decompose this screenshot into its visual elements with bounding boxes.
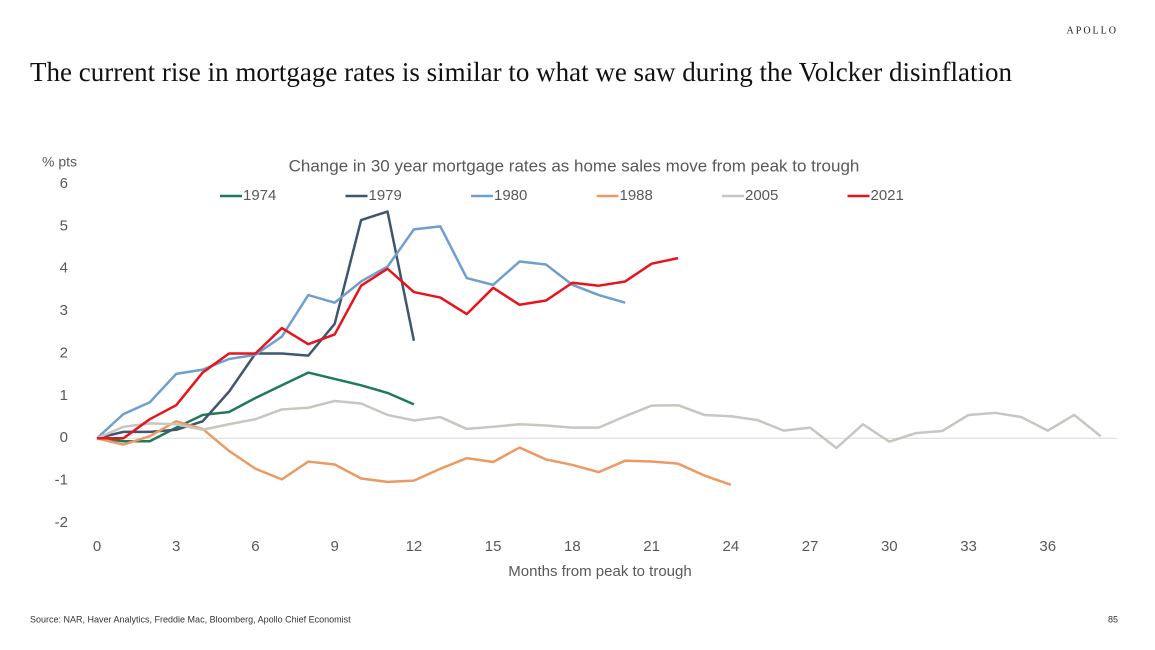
x-tick-label: 24: [723, 538, 740, 555]
slide-title: The current rise in mortgage rates is si…: [30, 57, 1013, 87]
x-tick-label: 0: [93, 538, 101, 555]
page-number: 85: [1108, 614, 1118, 624]
legend-label: 2021: [871, 187, 904, 204]
x-tick-label: 33: [960, 538, 977, 555]
x-tick-label: 15: [485, 538, 502, 555]
y-tick-label: -1: [55, 472, 68, 489]
x-tick-label: 36: [1039, 538, 1056, 555]
x-tick-label: 30: [881, 538, 898, 555]
legend-label: 2005: [745, 187, 778, 204]
legend-label: 1988: [620, 187, 653, 204]
series-line: [96, 399, 1102, 450]
x-tick-label: 3: [172, 538, 180, 555]
x-tick-label: 21: [643, 538, 660, 555]
brand: APOLLO: [1067, 25, 1118, 36]
x-tick-label: 9: [331, 538, 339, 555]
legend-label: 1974: [243, 187, 276, 204]
legend-label: 1980: [494, 187, 527, 204]
y-tick-label: 2: [60, 344, 68, 361]
y-tick-label: 1: [60, 387, 68, 404]
series-line: [97, 256, 679, 440]
x-tick-label: 27: [802, 538, 819, 555]
source: Source: NAR, Haver Analytics, Freddie Ma…: [30, 614, 351, 624]
series-line: [96, 225, 626, 440]
y-axis-label: % pts: [42, 154, 77, 170]
series-line: [96, 420, 732, 487]
y-tick-label: 5: [60, 217, 68, 234]
y-tick-label: 0: [60, 429, 68, 446]
y-tick-label: -2: [55, 514, 68, 531]
x-axis-label: Months from peak to trough: [508, 563, 691, 580]
y-tick-label: 3: [60, 302, 68, 319]
series-line: [96, 371, 415, 443]
x-tick-label: 18: [564, 538, 581, 555]
y-tick-label: 6: [60, 175, 68, 192]
legend-label: 1979: [369, 187, 402, 204]
y-tick-label: 4: [60, 260, 68, 277]
chart-title: Change in 30 year mortgage rates as home…: [289, 156, 860, 175]
x-tick-label: 6: [251, 538, 259, 555]
x-tick-label: 12: [406, 538, 423, 555]
